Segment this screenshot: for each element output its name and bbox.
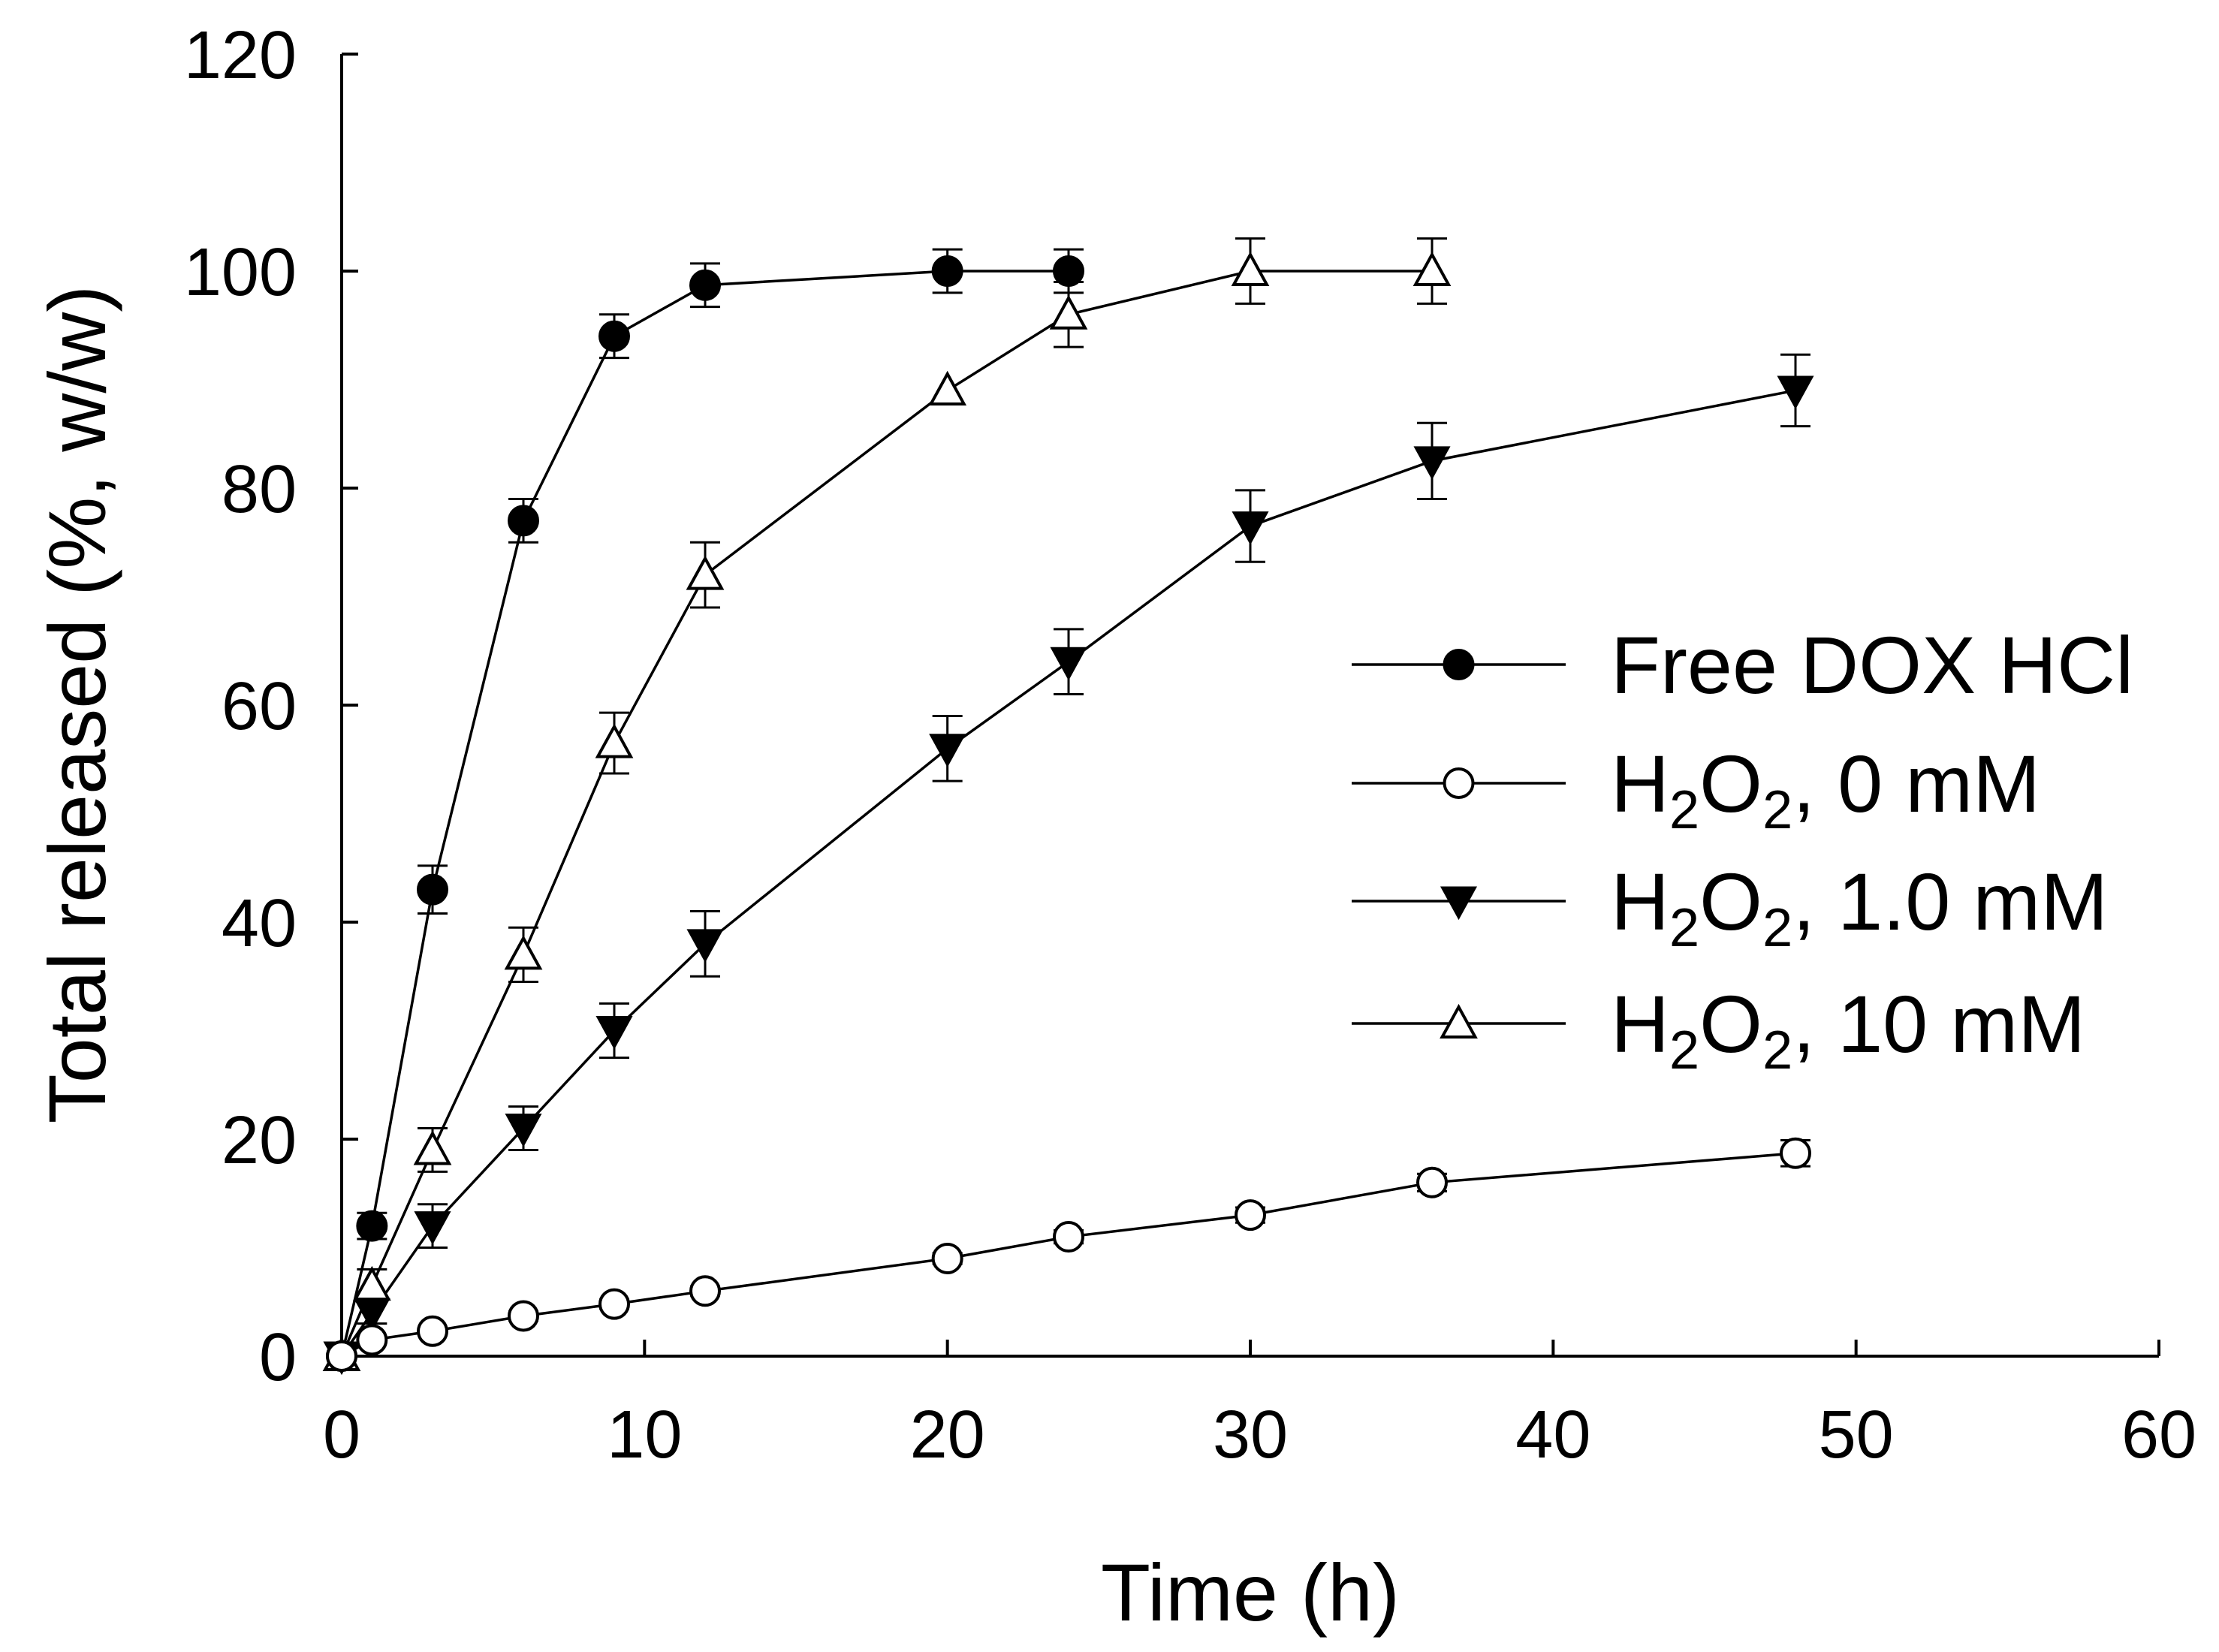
x-axis-title: Time (h) (1101, 1547, 1400, 1638)
data-point (1440, 886, 1478, 921)
x-tick-label: 50 (1819, 1397, 1894, 1473)
data-point (1440, 1003, 1478, 1039)
data-point (1443, 767, 1475, 799)
data-point (1780, 1137, 1811, 1169)
x-tick-label: 30 (1213, 1397, 1288, 1473)
data-point (929, 734, 966, 767)
legend-label: H2O2, 0 mM (1611, 738, 2040, 840)
data-point (1416, 1166, 1448, 1198)
y-tick-label: 60 (222, 669, 297, 744)
data-point (356, 1324, 388, 1356)
y-tick-label: 20 (222, 1103, 297, 1178)
y-tick-label: 40 (222, 886, 297, 961)
legend-label: Free DOX HCl (1611, 620, 2133, 710)
data-point (1443, 649, 1475, 680)
data-point (504, 935, 543, 970)
data-point (595, 1016, 633, 1050)
legend: Free DOX HCl H2O2, 0 mM H2O2, 1.0 mM H2O2, … (1352, 620, 2133, 1081)
data-point (689, 269, 721, 301)
data-point (1413, 251, 1452, 286)
data-point (689, 1275, 721, 1307)
data-point (508, 505, 539, 537)
data-point (508, 1300, 539, 1332)
x-tick-label: 60 (2121, 1397, 2196, 1473)
data-point (505, 1114, 542, 1147)
data-point (352, 1265, 391, 1301)
x-tick-label: 40 (1515, 1397, 1590, 1473)
legend-label: H2O2, 1.0 mM (1611, 856, 2108, 958)
data-point (414, 1211, 451, 1245)
data-point (417, 1315, 448, 1347)
data-point (1053, 1221, 1084, 1253)
data-point (598, 320, 630, 352)
data-point (413, 1130, 452, 1165)
y-tick-label: 80 (222, 452, 297, 527)
x-tick-label: 20 (910, 1397, 985, 1473)
legend-label: H2O2, 10 mM (1611, 978, 2085, 1081)
data-point (931, 1242, 963, 1274)
x-tick-label: 10 (607, 1397, 682, 1473)
y-tick-label: 100 (184, 235, 297, 310)
data-point (1413, 446, 1451, 480)
data-point (1053, 255, 1084, 287)
data-point (417, 873, 448, 906)
data-point (356, 1210, 388, 1242)
data-point (928, 370, 967, 405)
data-point (1235, 1199, 1266, 1231)
data-point (1232, 511, 1269, 545)
data-point (1231, 251, 1270, 286)
data-point (931, 255, 963, 287)
y-tick-label: 0 (259, 1320, 297, 1395)
data-point (326, 1340, 357, 1372)
data-point (1777, 375, 1814, 410)
data-point (595, 723, 634, 758)
series-line (340, 270, 1069, 1357)
data-point (686, 929, 724, 963)
y-axis-title: Total released (%, w/w) (32, 285, 122, 1123)
y-tick-label: 120 (184, 18, 297, 93)
data-point (686, 555, 725, 590)
data-point (1050, 647, 1087, 681)
plot-layer: 0 20 40 60 80 100 120 0 10 20 30 40 50 60 (184, 18, 2196, 1473)
series-line (341, 1152, 1796, 1358)
data-point (598, 1288, 630, 1320)
data-point (1049, 294, 1088, 330)
x-tick-label: 0 (323, 1397, 360, 1473)
series-line (340, 270, 1432, 1357)
